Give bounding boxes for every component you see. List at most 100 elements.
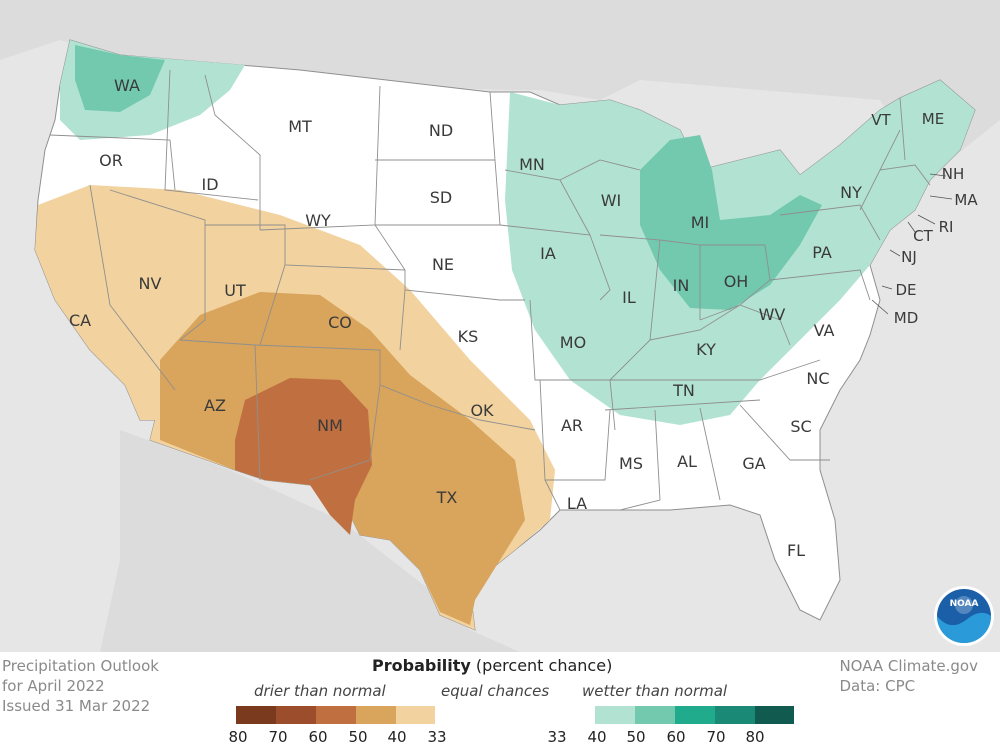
dry-50-60-region bbox=[235, 378, 372, 535]
leader-line bbox=[871, 299, 889, 315]
state-label-wi: WI bbox=[601, 191, 622, 210]
legend-tick-left: 50 bbox=[348, 728, 368, 746]
state-label-nd: ND bbox=[429, 121, 453, 140]
legend-swatch bbox=[595, 706, 635, 724]
outlook-period: for April 2022 bbox=[2, 677, 105, 695]
legend-swatch bbox=[634, 706, 675, 724]
legend-tick-right: 70 bbox=[706, 728, 726, 746]
state-label-il: IL bbox=[622, 288, 636, 307]
state-label-fl: FL bbox=[787, 541, 805, 560]
mexico-land bbox=[100, 430, 520, 652]
legend-drier-label: drier than normal bbox=[254, 682, 386, 700]
legend-swatch bbox=[714, 706, 755, 724]
legend-tick-left: 60 bbox=[308, 728, 328, 746]
state-label-mt: MT bbox=[288, 117, 312, 136]
leader-line bbox=[929, 195, 953, 200]
legend-swatch bbox=[674, 706, 715, 724]
state-label-ok: OK bbox=[470, 401, 494, 420]
label-leader-lines bbox=[871, 173, 953, 315]
legend-swatch bbox=[435, 706, 476, 724]
state-label-mo: MO bbox=[560, 333, 586, 352]
legend-swatch bbox=[555, 706, 596, 724]
state-label-layer: WA OR CA NV ID MT WY UT AZ NM CO ND SD NE KS OK TX MN IA MO… bbox=[69, 76, 978, 560]
legend-swatch bbox=[754, 706, 795, 724]
legend-color-bar bbox=[236, 706, 795, 724]
state-label-wa: WA bbox=[114, 76, 140, 95]
state-label-sd: SD bbox=[430, 188, 452, 207]
outlook-map: NOAA WA OR CA NV ID MT WY UT AZ NM CO ND SD NE KS OK TX M… bbox=[0, 0, 1000, 652]
legend-tick-left: 40 bbox=[387, 728, 407, 746]
legend-tick-left: 33 bbox=[427, 728, 447, 746]
state-label-tn: TN bbox=[672, 381, 695, 400]
leader-line bbox=[929, 173, 947, 177]
legend-tick-right: 50 bbox=[626, 728, 646, 746]
state-label-mi: MI bbox=[691, 213, 710, 232]
legend-swatch bbox=[236, 706, 276, 724]
state-label-pa: PA bbox=[812, 243, 832, 262]
state-label-me: ME bbox=[922, 110, 944, 128]
outlook-title: Precipitation Outlook bbox=[2, 657, 159, 675]
outlook-issued: Issued 31 Mar 2022 bbox=[2, 697, 151, 715]
credit-info: NOAA Climate.gov Data: CPC bbox=[839, 656, 978, 696]
state-label-nc: NC bbox=[806, 369, 829, 388]
legend-title: Probability (percent chance) bbox=[372, 656, 612, 675]
state-label-ma: MA bbox=[954, 191, 978, 209]
legend-swatch bbox=[515, 706, 556, 724]
state-label-ca: CA bbox=[69, 311, 91, 330]
state-label-ne: NE bbox=[432, 255, 454, 274]
legend-tick-right: 80 bbox=[745, 728, 765, 746]
state-label-al: AL bbox=[677, 452, 697, 471]
legend-swatch bbox=[355, 706, 396, 724]
state-label-nv: NV bbox=[139, 274, 162, 293]
state-label-ia: IA bbox=[540, 244, 556, 263]
legend-swatch bbox=[315, 706, 356, 724]
legend-equal-label: equal chances bbox=[441, 682, 550, 700]
state-boundaries bbox=[49, 69, 931, 511]
state-label-or: OR bbox=[99, 151, 123, 170]
state-label-wv: WV bbox=[759, 305, 786, 324]
state-label-id: ID bbox=[201, 175, 218, 194]
state-label-ny: NY bbox=[840, 183, 862, 202]
state-label-wy: WY bbox=[305, 211, 331, 230]
state-label-de: DE bbox=[895, 281, 916, 299]
state-label-la: LA bbox=[567, 494, 587, 513]
outlook-info: Precipitation Outlook for April 2022 Iss… bbox=[2, 656, 159, 716]
state-label-ar: AR bbox=[561, 416, 583, 435]
leader-line bbox=[917, 214, 936, 225]
legend-swatch bbox=[475, 706, 516, 724]
leader-line bbox=[881, 285, 893, 290]
state-label-vt: VT bbox=[871, 111, 891, 129]
legend-area: Precipitation Outlook for April 2022 Iss… bbox=[0, 652, 1000, 752]
state-label-in: IN bbox=[673, 276, 690, 295]
state-label-mn: MN bbox=[519, 155, 545, 174]
state-label-sc: SC bbox=[790, 417, 811, 436]
leader-line bbox=[889, 249, 901, 257]
credit-source: NOAA Climate.gov bbox=[839, 657, 978, 675]
credit-data: Data: CPC bbox=[839, 677, 916, 695]
state-label-ky: KY bbox=[696, 340, 716, 359]
state-label-va: VA bbox=[814, 321, 835, 340]
state-label-ks: KS bbox=[458, 327, 479, 346]
state-label-ga: GA bbox=[742, 454, 765, 473]
legend-title-rest: (percent chance) bbox=[470, 656, 613, 675]
wet-40-50-east-region bbox=[640, 135, 822, 310]
legend-tick-right: 33 bbox=[547, 728, 567, 746]
state-label-ut: UT bbox=[224, 281, 246, 300]
leader-line bbox=[907, 221, 916, 233]
legend-swatch bbox=[395, 706, 436, 724]
noaa-logo-text: NOAA bbox=[950, 599, 979, 609]
state-label-az: AZ bbox=[204, 396, 226, 415]
state-label-ct: CT bbox=[913, 227, 933, 245]
legend-tick-right: 40 bbox=[587, 728, 607, 746]
wet-40-50-west-region bbox=[75, 45, 165, 112]
state-label-oh: OH bbox=[724, 272, 749, 291]
legend-tick-left: 70 bbox=[268, 728, 288, 746]
state-label-nm: NM bbox=[317, 416, 343, 435]
legend-title-bold: Probability bbox=[372, 656, 471, 675]
legend-tick-right: 60 bbox=[666, 728, 686, 746]
legend-tick-left: 80 bbox=[228, 728, 248, 746]
legend-wetter-label: wetter than normal bbox=[582, 682, 728, 700]
state-label-ri: RI bbox=[939, 218, 954, 236]
canada-land bbox=[0, 0, 1000, 160]
state-label-co: CO bbox=[328, 313, 352, 332]
